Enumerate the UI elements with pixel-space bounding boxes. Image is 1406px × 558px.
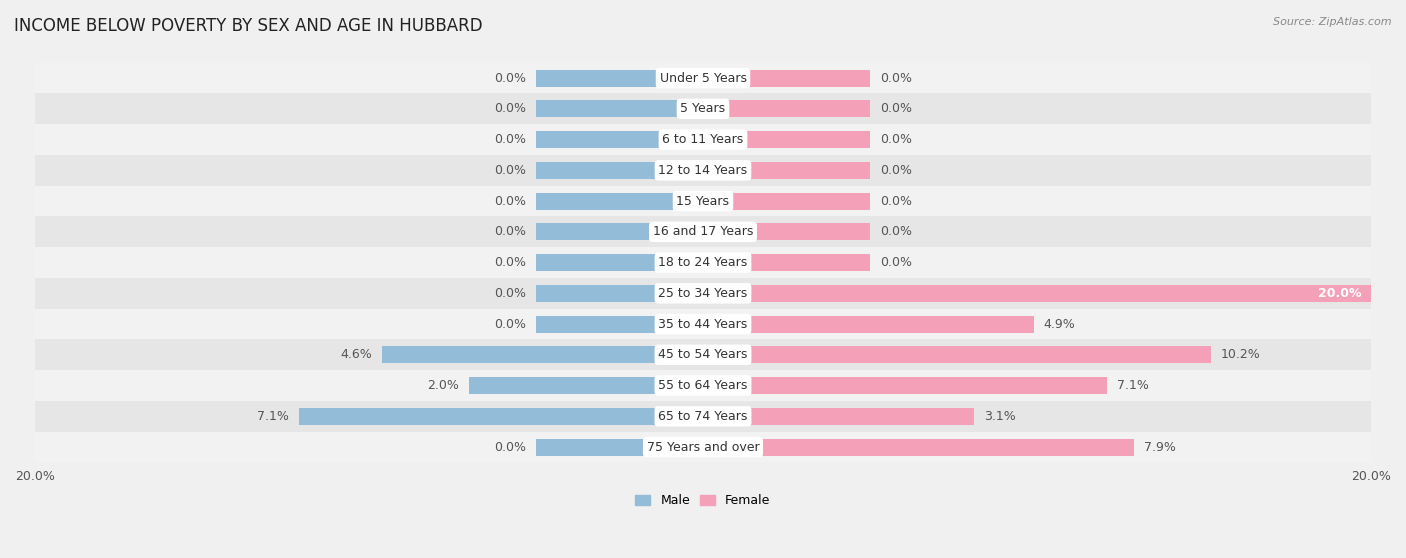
Text: 0.0%: 0.0% [494, 195, 526, 208]
Text: 0.0%: 0.0% [494, 102, 526, 116]
Text: 6 to 11 Years: 6 to 11 Years [662, 133, 744, 146]
Bar [703, 70, 870, 86]
Text: 0.0%: 0.0% [494, 256, 526, 269]
Text: 0.0%: 0.0% [494, 318, 526, 330]
Text: 65 to 74 Years: 65 to 74 Years [658, 410, 748, 423]
Bar [703, 131, 870, 148]
Bar [35, 186, 1371, 217]
Bar [703, 285, 1406, 302]
Bar [536, 285, 703, 302]
Text: 3.1%: 3.1% [984, 410, 1015, 423]
Bar [536, 70, 703, 86]
Bar [35, 155, 1371, 186]
Text: Under 5 Years: Under 5 Years [659, 71, 747, 85]
Bar [703, 316, 1033, 333]
Bar [536, 223, 703, 240]
Bar [536, 162, 703, 179]
Bar [35, 247, 1371, 278]
Bar [703, 347, 1211, 363]
Bar [703, 100, 870, 117]
Text: 0.0%: 0.0% [880, 71, 912, 85]
Text: 10.2%: 10.2% [1220, 348, 1261, 362]
Bar [35, 93, 1371, 124]
Bar [703, 377, 1107, 394]
Text: 12 to 14 Years: 12 to 14 Years [658, 164, 748, 177]
Text: 0.0%: 0.0% [880, 195, 912, 208]
Text: 45 to 54 Years: 45 to 54 Years [658, 348, 748, 362]
Text: 0.0%: 0.0% [494, 441, 526, 454]
Bar [536, 254, 703, 271]
Text: 0.0%: 0.0% [880, 102, 912, 116]
Text: 0.0%: 0.0% [494, 225, 526, 238]
Bar [703, 439, 1133, 455]
Text: INCOME BELOW POVERTY BY SEX AND AGE IN HUBBARD: INCOME BELOW POVERTY BY SEX AND AGE IN H… [14, 17, 482, 35]
Bar [382, 347, 703, 363]
Bar [35, 278, 1371, 309]
Bar [35, 401, 1371, 432]
Bar [299, 408, 703, 425]
Bar [703, 223, 870, 240]
Text: 16 and 17 Years: 16 and 17 Years [652, 225, 754, 238]
Bar [35, 339, 1371, 370]
Text: 18 to 24 Years: 18 to 24 Years [658, 256, 748, 269]
Text: 0.0%: 0.0% [494, 164, 526, 177]
Text: 0.0%: 0.0% [494, 133, 526, 146]
Text: 0.0%: 0.0% [880, 256, 912, 269]
Bar [703, 408, 973, 425]
Bar [703, 162, 870, 179]
Text: 5 Years: 5 Years [681, 102, 725, 116]
Text: Source: ZipAtlas.com: Source: ZipAtlas.com [1274, 17, 1392, 27]
Bar [35, 370, 1371, 401]
Bar [536, 131, 703, 148]
Text: 7.1%: 7.1% [1118, 379, 1149, 392]
Text: 35 to 44 Years: 35 to 44 Years [658, 318, 748, 330]
Bar [536, 193, 703, 210]
Text: 7.1%: 7.1% [257, 410, 288, 423]
Text: 25 to 34 Years: 25 to 34 Years [658, 287, 748, 300]
Text: 7.9%: 7.9% [1144, 441, 1175, 454]
Text: 0.0%: 0.0% [494, 71, 526, 85]
Bar [470, 377, 703, 394]
Text: 2.0%: 2.0% [427, 379, 460, 392]
Text: 0.0%: 0.0% [880, 164, 912, 177]
Bar [703, 193, 870, 210]
Text: 75 Years and over: 75 Years and over [647, 441, 759, 454]
Bar [35, 309, 1371, 339]
Bar [35, 62, 1371, 93]
Text: 55 to 64 Years: 55 to 64 Years [658, 379, 748, 392]
Text: 20.0%: 20.0% [1317, 287, 1361, 300]
Text: 4.6%: 4.6% [340, 348, 373, 362]
Text: 15 Years: 15 Years [676, 195, 730, 208]
Text: 0.0%: 0.0% [880, 133, 912, 146]
Bar [536, 439, 703, 455]
Text: 4.9%: 4.9% [1043, 318, 1076, 330]
Text: 0.0%: 0.0% [880, 225, 912, 238]
Bar [35, 432, 1371, 463]
Bar [703, 254, 870, 271]
Bar [35, 124, 1371, 155]
Bar [536, 100, 703, 117]
Bar [536, 316, 703, 333]
Bar [35, 217, 1371, 247]
Text: 0.0%: 0.0% [494, 287, 526, 300]
Legend: Male, Female: Male, Female [630, 489, 776, 512]
